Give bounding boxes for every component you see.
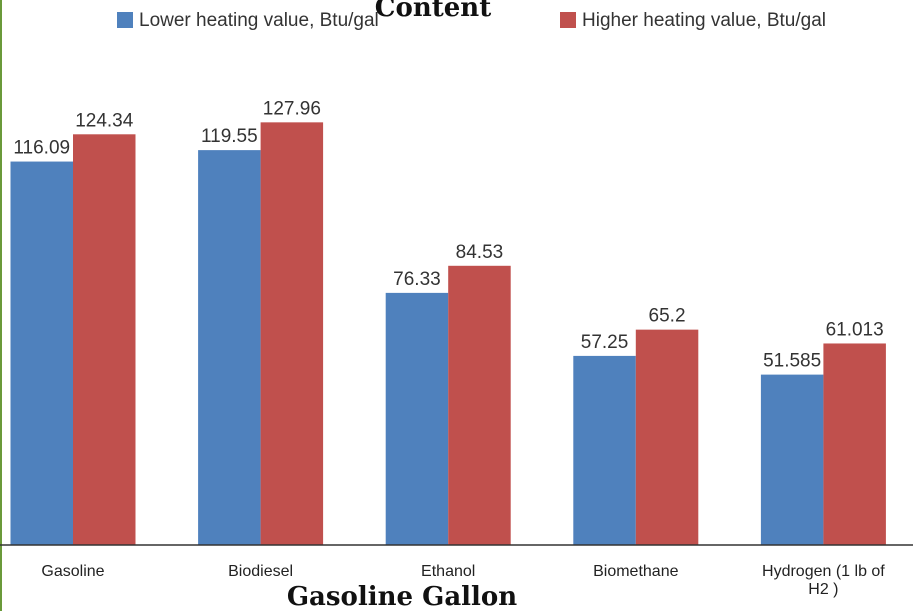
data-label: 51.585 (763, 351, 821, 372)
bar (385, 292, 449, 545)
data-label: 119.55 (201, 126, 258, 147)
data-label: 127.96 (263, 98, 321, 119)
data-label: 61.013 (826, 319, 884, 340)
data-label: 116.09 (13, 138, 70, 159)
bar (10, 161, 73, 545)
bar (198, 150, 261, 545)
x-tick-label: Hydrogen (1 lb of H2 ) (762, 563, 885, 598)
legend-swatch (117, 12, 133, 28)
chart-title: Content (375, 0, 491, 23)
legend-label: Lower heating value, Btu/gal (139, 10, 379, 31)
bar (760, 374, 824, 545)
bar (573, 355, 636, 545)
x-tick-label: Ethanol (421, 563, 476, 580)
data-label: 76.33 (393, 269, 441, 290)
chart-subtitle: Gasoline Gallon (287, 582, 517, 611)
bar (260, 122, 324, 546)
data-label: 124.34 (75, 110, 134, 131)
data-label: 57.25 (581, 332, 629, 353)
bar (635, 329, 699, 545)
data-label: 84.53 (456, 242, 504, 263)
x-tick-label: Gasoline (41, 563, 105, 580)
legend-swatch (560, 12, 576, 28)
legend-label: Higher heating value, Btu/gal (582, 10, 826, 31)
bar (448, 265, 511, 545)
x-tick-label: Biomethane (593, 563, 679, 580)
bar (823, 343, 886, 545)
x-tick-label: Biodiesel (228, 563, 294, 580)
bar (73, 134, 136, 545)
data-label: 65.2 (649, 306, 686, 327)
